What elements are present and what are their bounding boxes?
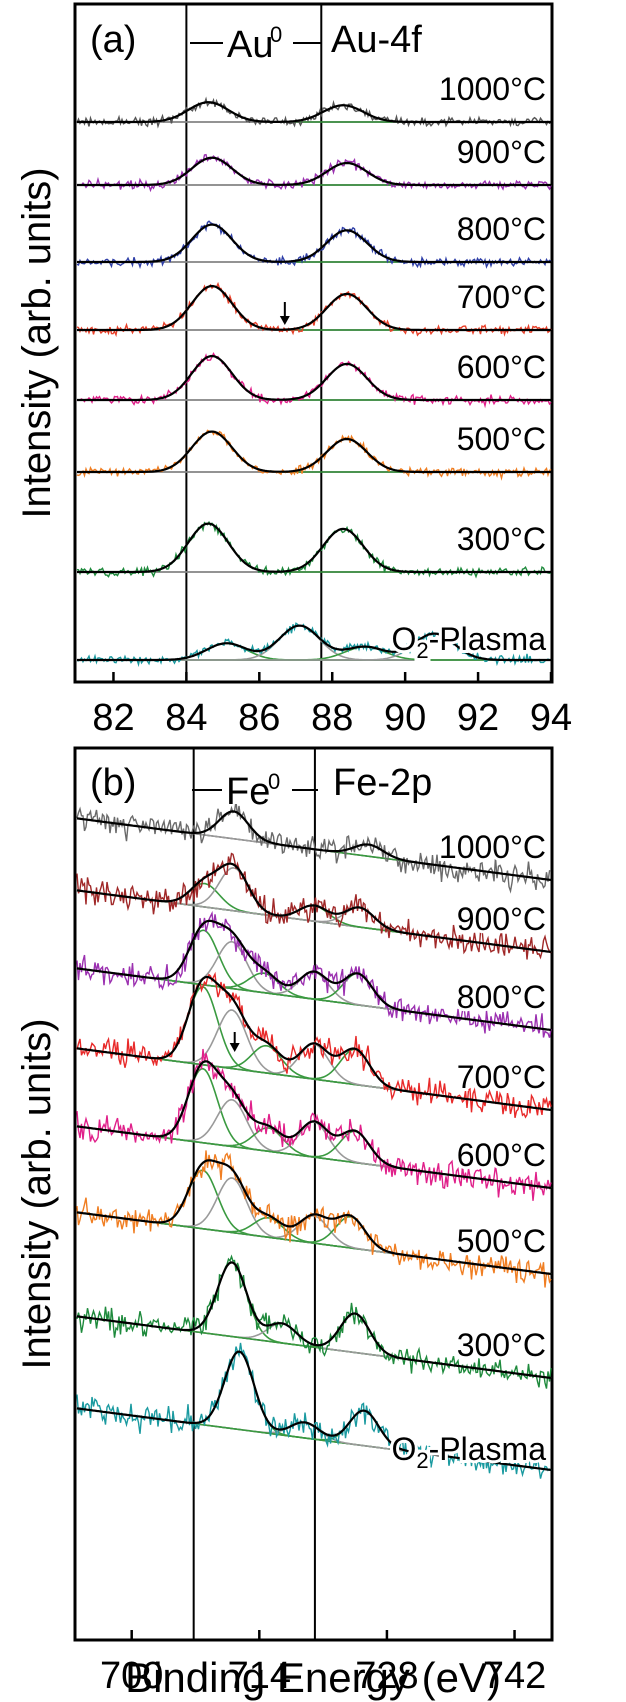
spectrum-b-0: 1000°C: [76, 801, 552, 894]
spectrum-a-3: 700°C: [76, 276, 552, 338]
series-label-b-2: 800°C: [457, 979, 546, 1015]
data-trace-b-4: [76, 1048, 552, 1201]
fit-envelope-b-4: [76, 1060, 552, 1190]
series-label-a-5: 500°C: [457, 421, 546, 457]
panel-a-region-label: Au-4f: [331, 19, 422, 61]
spectrum-a-4: 600°C: [76, 346, 552, 409]
x-tick-label-a-1: 84: [165, 697, 207, 739]
series-label-a-0: 1000°C: [439, 71, 546, 107]
fit-envelope-b-2: [76, 919, 552, 1032]
spectrum-b-6: 300°C: [76, 1254, 552, 1389]
series-label-b-1: 900°C: [457, 901, 546, 937]
series-label-a-2: 800°C: [457, 211, 546, 247]
spectrum-a-7: O2-Plasma: [76, 618, 552, 668]
spectrum-b-5: 500°C: [76, 1150, 552, 1288]
fit-envelope-b-0: [76, 810, 552, 882]
series-label-b-3: 700°C: [457, 1059, 546, 1095]
panel-b-label: (b): [90, 762, 136, 804]
spectrum-b-3: 700°C: [76, 971, 552, 1119]
x-tick-label-b-2: 728: [355, 1655, 418, 1697]
spectrum-b-4: 600°C: [76, 1048, 552, 1201]
bracket-au-label: Au: [227, 24, 273, 66]
bracket-au-superscript: 0: [270, 22, 282, 47]
y-axis-label-b: Intensity (arb. units): [15, 1018, 59, 1369]
panel-b-region-label: Fe-2p: [333, 762, 432, 804]
bracket-fe-label: Fe: [226, 771, 270, 813]
spectrum-b-1: 900°C: [76, 852, 552, 960]
fit-envelope-a-5: [77, 430, 551, 474]
series-label-a-7: O2-Plasma: [392, 621, 547, 663]
series-label-a-6: 300°C: [457, 521, 546, 557]
arrow-marker-a: [279, 302, 290, 325]
fit-envelope-b-6: [76, 1261, 552, 1380]
series-label-a-1: 900°C: [457, 134, 546, 170]
spectrum-a-2: 800°C: [76, 208, 552, 270]
series-label-a-3: 700°C: [457, 279, 546, 315]
bracket-fe-superscript: 0: [268, 769, 280, 794]
fit-envelope-a-6: [77, 522, 551, 574]
spectrum-a-1: 900°C: [76, 131, 552, 193]
arrow-head-a: [279, 316, 290, 325]
x-tick-label-b-0: 700: [100, 1655, 163, 1697]
panel-a-bracket: Au 0: [190, 22, 322, 66]
series-label-b-5: 500°C: [457, 1223, 546, 1259]
spectrum-a-0: 1000°C: [76, 68, 552, 129]
fit-envelope-a-4: [77, 354, 551, 402]
spectrum-a-5: 500°C: [76, 418, 552, 481]
spectrum-a-6: 300°C: [76, 518, 552, 579]
arrow-head-b: [229, 1043, 240, 1052]
x-tick-label-a-4: 90: [384, 697, 426, 739]
x-tick-label-a-0: 82: [92, 697, 134, 739]
series-label-b-0: 1000°C: [439, 829, 546, 865]
fit-envelope-a-3: [77, 284, 551, 332]
fit-envelope-b-7: [76, 1350, 552, 1472]
arrow-marker-b: [229, 1032, 240, 1052]
x-tick-label-a-2: 86: [238, 697, 280, 739]
series-label-b-4: 600°C: [457, 1137, 546, 1173]
fit-envelope-b-5: [76, 1159, 552, 1276]
fit-envelope-b-3: [76, 975, 552, 1112]
x-axis-label: Binding Energy (eV): [125, 1654, 501, 1701]
series-label-b-6: 300°C: [457, 1327, 546, 1363]
panel-a-traces: 1000°C 900°C 800°C 700°C 600°C 500°C 300°C O2-P…: [76, 68, 552, 668]
x-tick-label-a-6: 94: [530, 697, 572, 739]
series-label-a-4: 600°C: [457, 349, 546, 385]
panel-b: 1000°C 900°C 800°C 700°C 600°C 500°C 300°C O2-P…: [73, 746, 554, 1697]
panel-b-bracket: Fe 0: [192, 768, 318, 813]
panel-b-x-ticks: 700 714 728 742: [100, 1630, 546, 1697]
panel-a: 1000°C 900°C 800°C 700°C 600°C 500°C 300°C O2-P…: [73, 2, 572, 739]
spectrum-b-2: 800°C: [76, 910, 552, 1038]
panel-a-reference-lines: [185, 4, 323, 682]
panel-b-frame: [73, 746, 554, 1642]
x-tick-label-b-3: 742: [483, 1655, 546, 1697]
fit-envelope-a-0: [77, 101, 551, 124]
y-axis-label-a: Intensity (arb. units): [15, 167, 59, 518]
fit-envelope-a-1: [77, 156, 551, 187]
fit-envelope-b-1: [76, 862, 552, 954]
panel-a-frame: [73, 2, 554, 684]
panel-b-traces: 1000°C 900°C 800°C 700°C 600°C 500°C 300°C O2-P…: [76, 801, 552, 1479]
x-tick-label-a-5: 92: [457, 697, 499, 739]
x-tick-label-a-3: 88: [311, 697, 353, 739]
panel-a-x-ticks: 82 84 86 88 90 92 94: [92, 672, 572, 739]
x-tick-label-b-1: 714: [228, 1655, 291, 1697]
panel-a-label: (a): [90, 19, 136, 61]
fit-envelope-a-7: [77, 624, 551, 662]
series-label-b-7: O2-Plasma: [392, 1431, 547, 1473]
fit-envelope-a-2: [77, 223, 551, 264]
